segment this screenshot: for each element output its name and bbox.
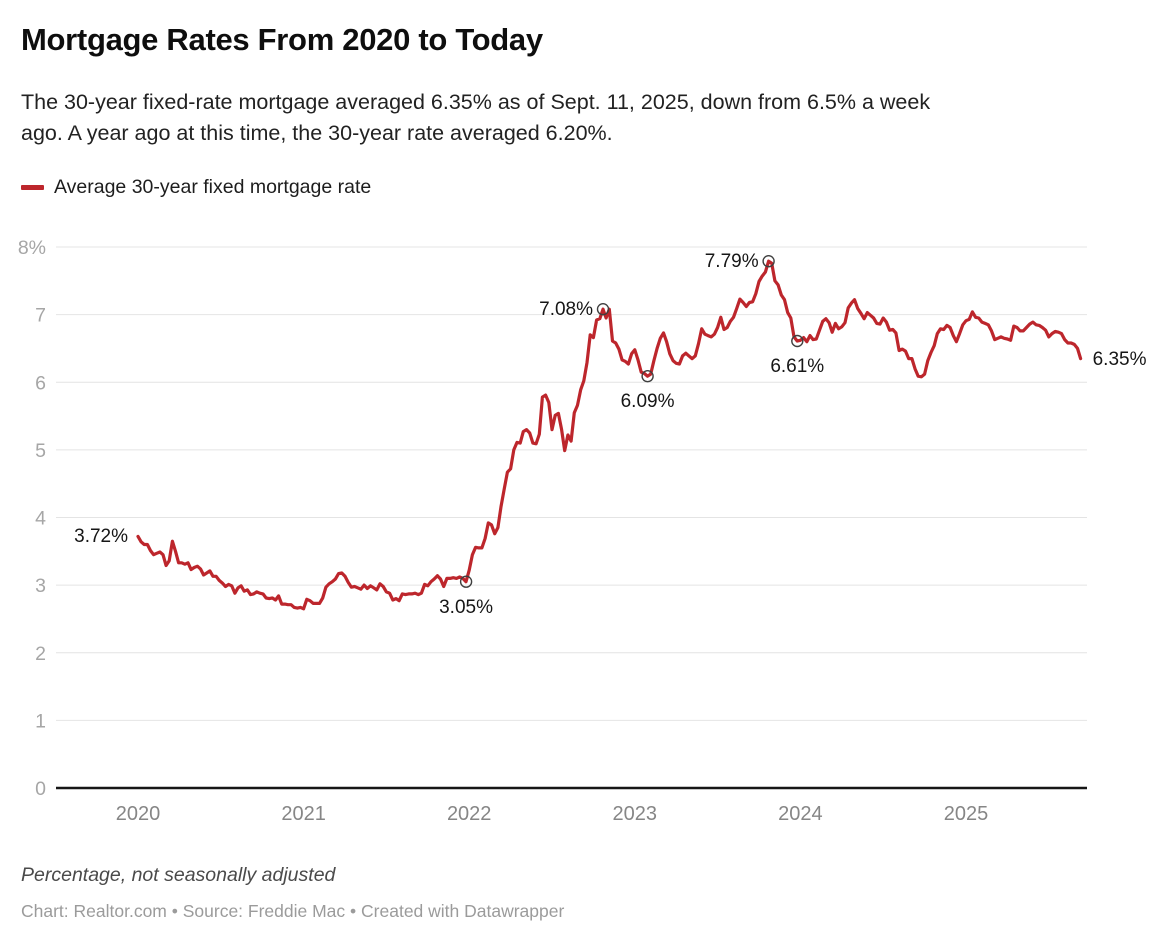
annotation-label: 6.09% (620, 391, 675, 413)
annotation-label: 6.35% (1092, 348, 1147, 370)
page-title: Mortgage Rates From 2020 to Today (21, 22, 543, 57)
y-axis-tick-label: 3 (35, 575, 46, 597)
x-axis-tick-label: 2020 (116, 803, 161, 825)
annotation-marker-icon (641, 370, 654, 383)
annotation-marker-icon (596, 303, 610, 316)
x-axis-tick-label: 2024 (778, 803, 823, 825)
y-axis-tick-label: 7 (35, 305, 46, 327)
chart-footnote: Percentage, not seasonally adjusted (21, 864, 336, 886)
y-axis-tick-label: 6 (35, 372, 46, 394)
y-axis-tick-label: 1 (35, 710, 46, 732)
annotation-label: 3.72% (74, 526, 128, 548)
annotation-label: 6.61% (770, 355, 825, 377)
legend: Average 30-year fixed mortgage rate (21, 176, 371, 199)
annotation-marker-icon (791, 334, 804, 348)
legend-label: Average 30-year fixed mortgage rate (54, 176, 372, 198)
annotation-marker-icon (762, 255, 775, 268)
y-axis-tick-label: 8% (18, 237, 46, 259)
x-axis-tick-label: 2022 (447, 803, 492, 825)
credit-line: Chart: Realtor.com • Source: Freddie Mac… (21, 901, 565, 921)
subtitle-line-2: ago. A year ago at this time, the 30-yea… (21, 121, 613, 145)
x-axis-tick-label: 2023 (613, 803, 658, 825)
annotation-label: 7.79% (704, 251, 759, 273)
x-axis-tick-label: 2021 (281, 803, 326, 825)
y-axis-tick-label: 2 (35, 643, 46, 665)
y-axis-tick-label: 0 (35, 778, 46, 800)
x-axis-tick-label: 2025 (944, 803, 989, 825)
subtitle-line-1: The 30-year fixed-rate mortgage averaged… (21, 90, 931, 114)
chart-subtitle: The 30-year fixed-rate mortgage averaged… (21, 87, 1153, 149)
legend-line-swatch-icon (21, 185, 44, 190)
rate-line (136, 259, 1083, 611)
annotation-marker-icon (459, 575, 473, 588)
annotation-label: 3.05% (439, 596, 493, 618)
y-axis-tick-label: 5 (35, 440, 46, 462)
annotation-label: 7.08% (539, 299, 593, 321)
y-axis-tick-label: 4 (35, 508, 46, 530)
